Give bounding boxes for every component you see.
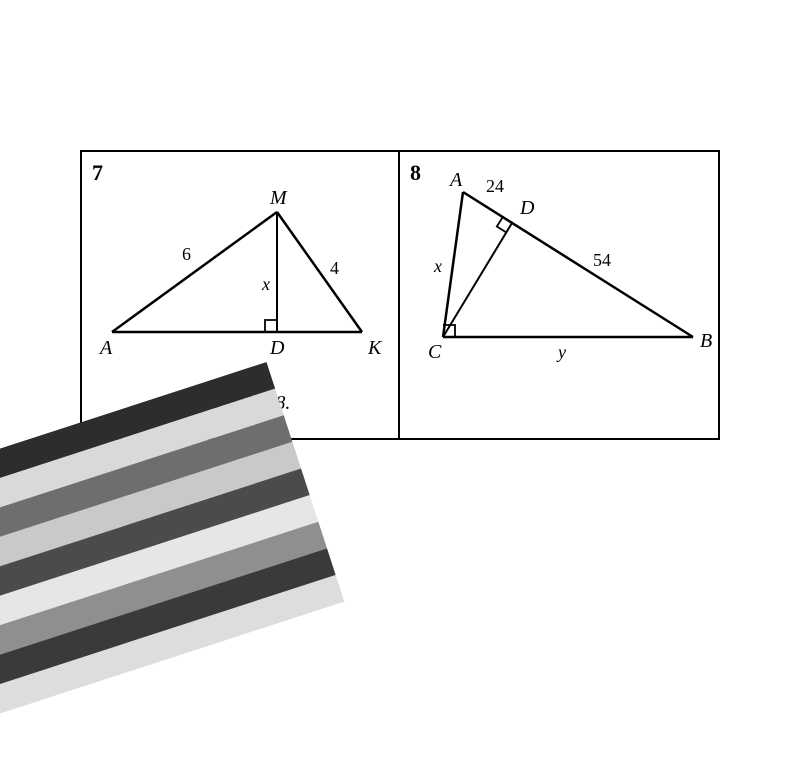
- edge-label-MK: 4: [330, 258, 339, 278]
- vertex-label-K: K: [367, 337, 383, 359]
- edge-AB: [463, 192, 693, 337]
- vertex-label-M: M: [269, 187, 288, 209]
- edge-label-x: x: [261, 274, 270, 294]
- figure-7: A M K D 6 4 x: [92, 182, 392, 362]
- right-angle-D: [265, 320, 277, 332]
- edge-label-x8: x: [433, 256, 442, 276]
- edge-MK: [277, 212, 362, 332]
- edge-label-AD: 24: [486, 176, 504, 196]
- edge-CD: [443, 223, 512, 337]
- edge-label-y8: y: [556, 342, 566, 362]
- vertex-label-B8: B: [700, 330, 712, 352]
- edge-CA: [443, 192, 463, 337]
- panel-problem-8: 8 A B C D 24 54 x y: [400, 152, 718, 438]
- edge-label-AM: 6: [182, 244, 191, 264]
- edge-label-DB: 54: [593, 250, 611, 270]
- vertex-label-A: A: [98, 337, 113, 359]
- vertex-label-A8: A: [448, 169, 463, 191]
- figure-8: A B C D 24 54 x y: [408, 172, 718, 372]
- vertex-label-C8: C: [428, 341, 442, 363]
- vertex-label-D: D: [269, 337, 285, 359]
- edge-AM: [112, 212, 277, 332]
- vertex-label-D8: D: [519, 197, 535, 219]
